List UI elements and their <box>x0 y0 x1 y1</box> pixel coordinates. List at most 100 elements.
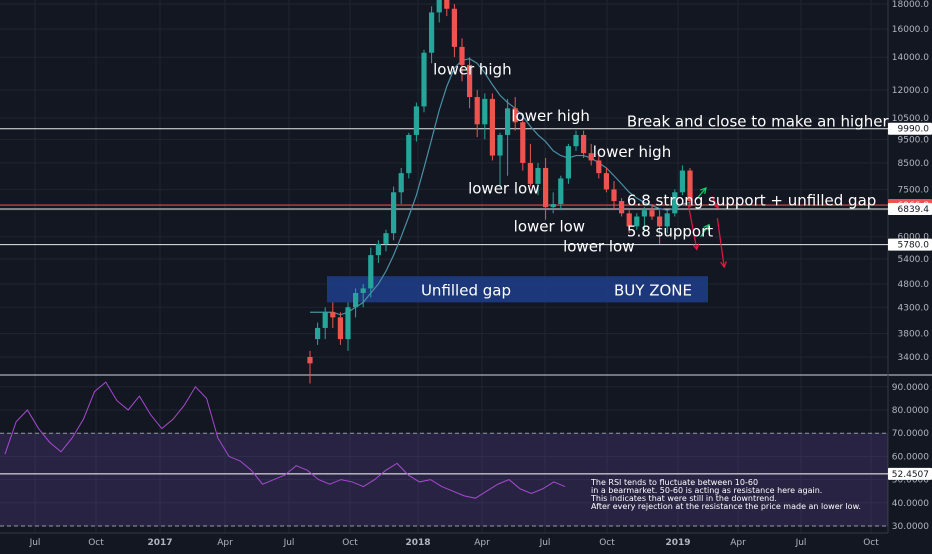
time-tick-label: Jul <box>283 538 295 548</box>
annotation-label: lower high <box>511 107 589 125</box>
candle <box>679 165 685 196</box>
rsi-value-tag: 52.4507 <box>888 467 932 480</box>
candle <box>512 97 518 131</box>
candle <box>657 210 663 244</box>
candle <box>474 89 480 138</box>
price-tag: 9990.0 <box>888 122 932 135</box>
candle-body <box>413 106 419 135</box>
price-tag-bg <box>888 238 932 251</box>
candle-body <box>565 146 571 179</box>
price-tick-label: 14000.0 <box>892 53 929 63</box>
candle <box>505 98 511 176</box>
rsi-tick-label: 50.0000 <box>892 476 929 486</box>
annotation-label: Unfilled gap <box>421 281 511 299</box>
candle <box>315 322 321 345</box>
candle <box>641 207 647 230</box>
trend-arrow <box>687 205 700 251</box>
candle <box>573 130 579 151</box>
rsi-tick-label: 80.0000 <box>892 406 929 416</box>
moving-average-line <box>310 58 691 316</box>
arrow-shaft <box>695 187 707 200</box>
candle-body <box>497 134 503 156</box>
candle <box>550 192 556 214</box>
candle <box>406 132 412 179</box>
candle <box>634 213 640 230</box>
rsi-note-line: After every rejection at the resistance … <box>591 502 861 511</box>
candle-body <box>543 167 549 208</box>
candle-body <box>581 134 587 154</box>
time-tick-label: Oct <box>88 538 104 548</box>
candle-body <box>353 292 359 308</box>
candle-body <box>451 8 457 47</box>
time-tick-label: 2017 <box>147 538 172 548</box>
trend-arrow <box>716 218 727 269</box>
annotation-label: BUY ZONE <box>614 281 692 299</box>
price-tick-label: 16000.0 <box>892 25 929 35</box>
candle-body <box>611 189 617 202</box>
time-tick-label: Oct <box>599 538 615 548</box>
candle-body <box>489 98 495 156</box>
candle <box>527 143 533 187</box>
candle-body <box>330 312 336 318</box>
candle <box>497 132 503 187</box>
candle-body <box>634 216 640 227</box>
price-tag-bg <box>888 122 932 135</box>
candle <box>672 189 678 217</box>
candle-body <box>649 210 655 217</box>
time-tick-label: Apr <box>217 538 233 548</box>
candle <box>482 93 488 140</box>
candle <box>558 175 564 211</box>
rsi-note-line: in a bearmarket. 50-60 is acting as resi… <box>591 486 822 495</box>
candle-body <box>558 178 564 205</box>
time-tick-label: Apr <box>474 538 490 548</box>
trend-arrow <box>700 223 710 238</box>
candle <box>687 167 693 208</box>
trend-arrow <box>711 196 719 210</box>
candle-body <box>345 307 351 340</box>
candle <box>619 198 625 217</box>
price-tick-label: 12000.0 <box>892 86 929 96</box>
time-tick-label: 2018 <box>405 538 430 548</box>
price-tick-label: 8500.0 <box>898 159 930 169</box>
candle-body <box>368 255 374 289</box>
candle-body <box>383 233 389 244</box>
price-tag-label: 5780.0 <box>898 241 930 251</box>
price-tick-label: 4800.0 <box>898 280 930 290</box>
rsi-tick-label: 70.0000 <box>892 429 929 439</box>
price-tick-label: 7500.0 <box>898 185 930 195</box>
candle <box>421 49 427 113</box>
candle-body <box>406 134 412 174</box>
candle <box>451 4 457 58</box>
annotation-label: 5.8 support <box>627 223 713 241</box>
candle <box>345 302 351 351</box>
rsi-tick-label: 30.0000 <box>892 522 929 532</box>
arrow-head <box>712 202 719 210</box>
annotation-label: 6.8 strong support + unfilled gap <box>627 192 876 210</box>
candle <box>565 143 571 184</box>
candle-body <box>398 173 404 193</box>
candle <box>664 210 670 234</box>
candle-body <box>641 210 647 217</box>
candle <box>436 0 442 23</box>
candle-body <box>421 52 427 107</box>
price-tag-label: 6839.4 <box>898 205 930 215</box>
candle <box>429 6 435 64</box>
time-tick-label: Oct <box>342 538 358 548</box>
candle-body <box>679 170 685 193</box>
annotation-label: lower high <box>433 61 511 79</box>
price-tick-label: 3400.0 <box>898 353 930 363</box>
candle-body <box>505 108 511 135</box>
candle <box>626 210 632 234</box>
candle-body <box>322 312 328 328</box>
candle <box>467 57 473 109</box>
price-tick-label: 9500.0 <box>898 135 930 145</box>
annotation-label: lower high <box>593 143 671 161</box>
candle <box>611 181 617 211</box>
time-tick-label: Jul <box>795 538 807 548</box>
candle-body <box>588 153 594 161</box>
rsi-note-line: This indicates that were still in the do… <box>590 494 777 503</box>
candle-body <box>436 0 442 13</box>
candle <box>444 0 450 17</box>
